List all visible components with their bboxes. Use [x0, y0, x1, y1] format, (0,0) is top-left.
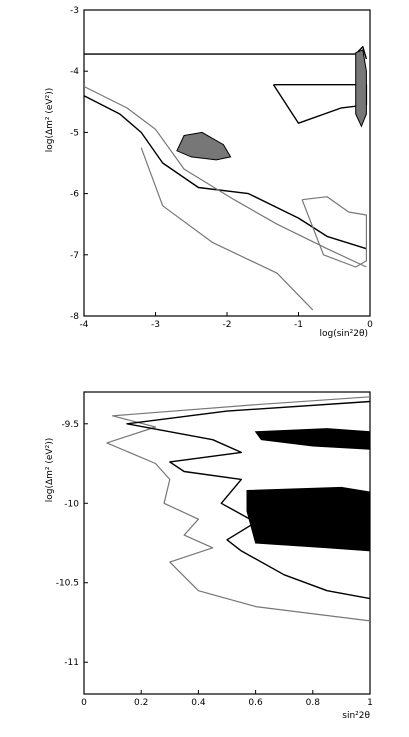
x-tick-label: 0 — [367, 320, 373, 330]
y-tick-label: -10.5 — [56, 579, 79, 589]
contour-region-7 — [355, 49, 367, 128]
bottom-x-axis-label: sin²2θ — [342, 711, 370, 721]
contour-region-2 — [254, 428, 371, 450]
y-tick-label: -4 — [70, 67, 79, 77]
top-x-axis-label: log(sin²2θ) — [320, 329, 368, 339]
y-tick-label: -9.5 — [61, 420, 79, 430]
top-y-axis-label: log(Δm² (eV²)) — [45, 88, 55, 152]
y-tick-label: -5 — [70, 128, 79, 138]
top-panel: -4 -3 -2 -1 0 -3 -4 -5 -6 -7 -8 log(sin²2θ) log(Δm… — [45, 6, 373, 339]
top-plot-frame — [83, 9, 371, 317]
contour-region-3 — [246, 486, 371, 552]
bottom-y-axis-label: log(Δm² (eV²)) — [45, 438, 55, 502]
contour-line-1 — [126, 400, 371, 600]
x-tick-label: -3 — [151, 320, 160, 330]
top-contours — [83, 46, 368, 311]
contour-line-2 — [83, 95, 367, 250]
bottom-ticks: 0 0.2 0.4 0.6 0.8 1 -9.5 -10 -10.5 -11 — [56, 420, 373, 708]
bottom-contours — [106, 396, 371, 622]
x-tick-label: -1 — [294, 320, 303, 330]
contour-line-3 — [83, 85, 367, 268]
x-tick-label: 0.2 — [134, 698, 148, 708]
y-tick-label: -10 — [64, 499, 79, 509]
contour-line-0 — [84, 46, 368, 60]
x-tick-label: 0.4 — [191, 698, 206, 708]
contour-line-1 — [272, 84, 368, 124]
y-tick-label: -6 — [70, 190, 79, 200]
x-tick-label: 1 — [367, 698, 373, 708]
x-tick-label: 0.6 — [248, 698, 263, 708]
x-tick-label: -2 — [223, 320, 232, 330]
x-tick-label: 0.8 — [306, 698, 321, 708]
y-tick-label: -8 — [70, 312, 79, 322]
x-tick-label: 0 — [81, 698, 87, 708]
top-ticks: -4 -3 -2 -1 0 -3 -4 -5 -6 -7 -8 — [70, 6, 373, 330]
bottom-panel: 0 0.2 0.4 0.6 0.8 1 -9.5 -10 -10.5 -11 sin²2θ log… — [45, 391, 373, 721]
contour-region-6 — [176, 131, 232, 161]
x-tick-label: -4 — [80, 320, 89, 330]
contour-line-4 — [140, 147, 314, 311]
y-tick-label: -7 — [70, 251, 79, 261]
y-tick-label: -3 — [70, 6, 79, 16]
contour-line-5 — [301, 196, 367, 268]
contour-line-0 — [106, 396, 371, 622]
y-tick-label: -11 — [64, 658, 79, 668]
